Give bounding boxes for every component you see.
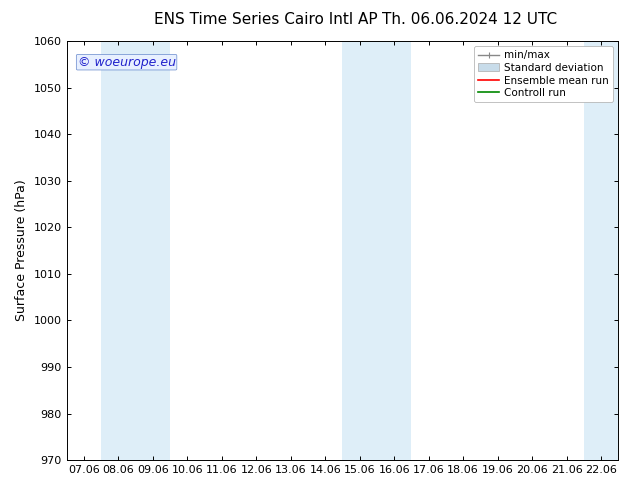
Bar	[101, 41, 170, 460]
Text: © woeurope.eu: © woeurope.eu	[77, 56, 176, 69]
Legend: min/max, Standard deviation, Ensemble mean run, Controll run: min/max, Standard deviation, Ensemble me…	[474, 46, 613, 102]
Y-axis label: Surface Pressure (hPa): Surface Pressure (hPa)	[15, 180, 28, 321]
Bar	[584, 41, 618, 460]
Bar	[342, 41, 411, 460]
Text: ENS Time Series Cairo Intl AP: ENS Time Series Cairo Intl AP	[155, 12, 378, 27]
Text: Th. 06.06.2024 12 UTC: Th. 06.06.2024 12 UTC	[382, 12, 557, 27]
